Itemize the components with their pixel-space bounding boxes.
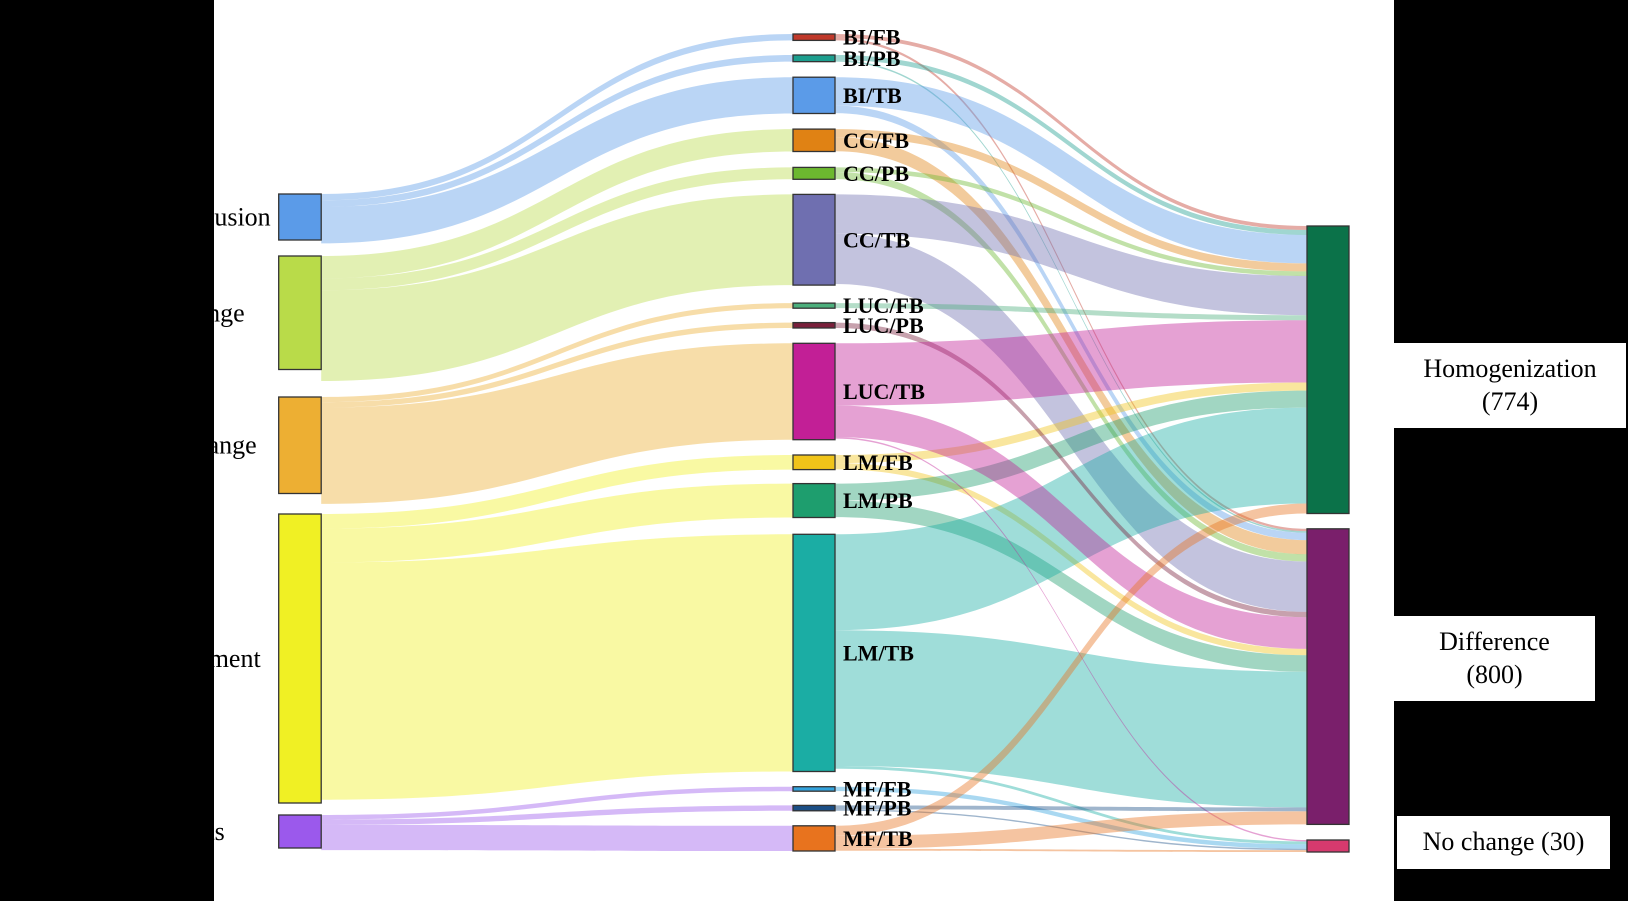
svg-text:BI/PB: BI/PB bbox=[843, 46, 901, 71]
svg-text:LM/TB: LM/TB bbox=[843, 640, 914, 665]
svg-text:LUC/TB: LUC/TB bbox=[843, 379, 925, 404]
svg-text:LUC/PB: LUC/PB bbox=[843, 313, 924, 338]
svg-text:LM/FB: LM/FB bbox=[843, 450, 913, 475]
svg-text:LM/PB: LM/PB bbox=[843, 488, 913, 513]
svg-text:MF/PB: MF/PB bbox=[843, 796, 912, 821]
svg-text:CC/TB: CC/TB bbox=[843, 227, 911, 252]
svg-text:CC/PB: CC/PB bbox=[843, 161, 909, 186]
svg-text:CC/FB: CC/FB bbox=[843, 128, 909, 153]
svg-text:BI/TB: BI/TB bbox=[843, 83, 902, 108]
svg-text:MF/TB: MF/TB bbox=[843, 826, 913, 851]
